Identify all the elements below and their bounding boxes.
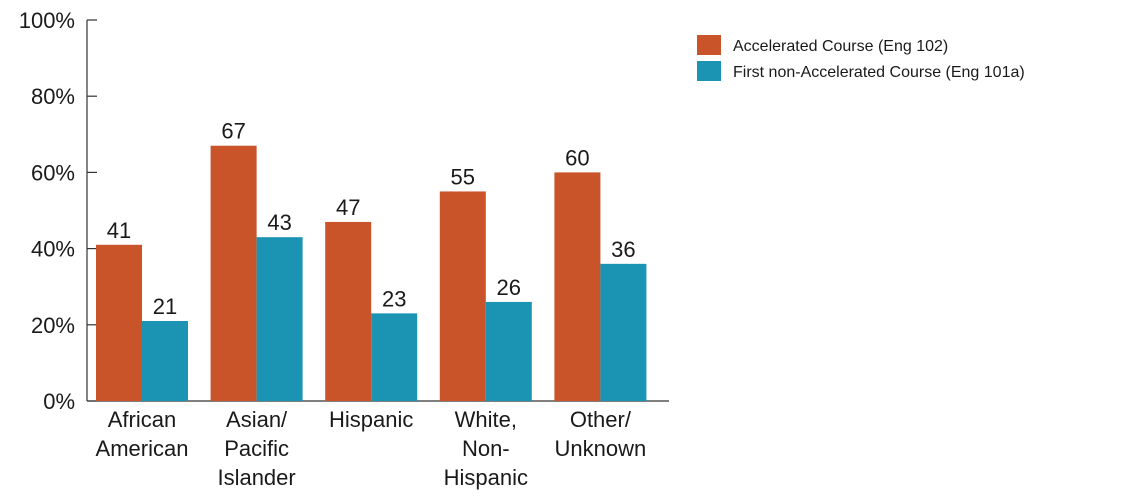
bar-value-label: 23 xyxy=(382,286,406,311)
bar-accelerated xyxy=(96,244,142,401)
bar-accelerated xyxy=(439,191,486,401)
bar-accelerated xyxy=(554,172,601,401)
bar-value-label: 67 xyxy=(221,119,245,144)
x-category-label: Other/ xyxy=(570,407,632,432)
legend-swatch xyxy=(697,61,721,81)
y-tick-label: 40% xyxy=(31,237,75,262)
y-tick-label: 20% xyxy=(31,313,75,338)
bar-value-label: 26 xyxy=(497,275,521,300)
bar-non-accelerated xyxy=(600,263,647,401)
x-category-label: Asian/ xyxy=(226,407,288,432)
chart-bars xyxy=(96,145,647,401)
legend-label: Accelerated Course (Eng 102) xyxy=(733,38,948,55)
x-category-label: Pacific xyxy=(224,436,289,461)
y-tick-label: 80% xyxy=(31,84,75,109)
x-category-label: Hispanic xyxy=(329,407,413,432)
bar-value-label: 41 xyxy=(107,218,131,243)
bar-accelerated xyxy=(325,221,372,401)
bar-accelerated xyxy=(210,145,257,401)
bar-value-label: 21 xyxy=(153,294,177,319)
y-tick-label: 60% xyxy=(31,160,75,185)
x-category-label: White, xyxy=(455,407,517,432)
x-category-label: Islander xyxy=(217,465,295,490)
bar-non-accelerated xyxy=(485,301,532,401)
bar-value-label: 55 xyxy=(451,164,475,189)
bar-value-label: 47 xyxy=(336,195,360,220)
y-tick-label: 100% xyxy=(19,8,75,33)
x-category-label: American xyxy=(96,436,189,461)
bar-value-label: 60 xyxy=(565,145,589,170)
chart-axes: 0% 20% 40% 60% 80% 100% xyxy=(19,8,669,414)
x-category-label: Non- xyxy=(462,436,510,461)
chart-data-labels: 41 21 67 43 47 23 55 26 60 36 xyxy=(107,119,636,319)
legend-swatch xyxy=(697,35,721,55)
bar-value-label: 36 xyxy=(611,237,635,262)
x-category-label: Unknown xyxy=(555,436,647,461)
bar-non-accelerated xyxy=(142,320,188,401)
y-tick-label: 0% xyxy=(43,389,75,414)
legend-label: First non-Accelerated Course (Eng 101a) xyxy=(733,64,1025,81)
chart-legend: Accelerated Course (Eng 102) First non-Ac… xyxy=(697,35,1025,81)
bar-value-label: 43 xyxy=(267,210,291,235)
bar-non-accelerated xyxy=(256,237,303,401)
chart-category-labels: African American Asian/Pacific Islander Hisp… xyxy=(96,407,647,490)
bar-non-accelerated xyxy=(371,313,418,401)
x-category-label: African xyxy=(108,407,176,432)
x-category-label: Hispanic xyxy=(444,465,528,490)
